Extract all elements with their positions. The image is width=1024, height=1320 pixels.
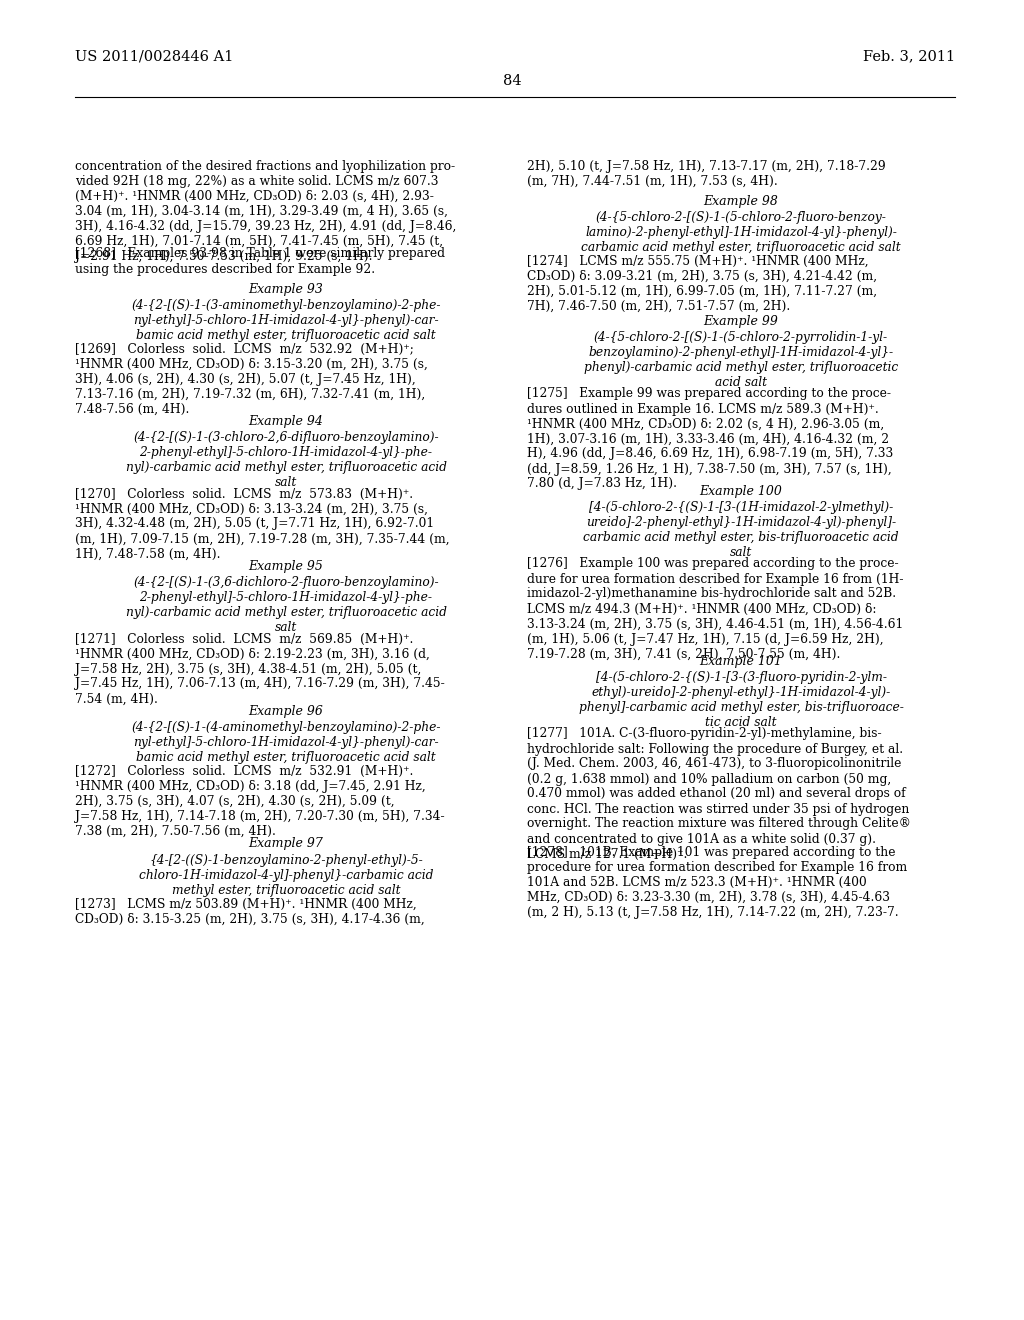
Text: (4-{2-[(S)-1-(3,6-dichloro-2-fluoro-benzoylamino)-
2-phenyl-ethyl]-5-chloro-1H-i: (4-{2-[(S)-1-(3,6-dichloro-2-fluoro-benz… [126, 577, 446, 634]
Text: [1275]   Example 99 was prepared according to the proce-
dures outlined in Examp: [1275] Example 99 was prepared according… [527, 388, 893, 491]
Text: Example 99: Example 99 [703, 315, 778, 327]
Text: (4-{2-[(S)-1-(3-aminomethyl-benzoylamino)-2-phe-
nyl-ethyl]-5-chloro-1H-imidazol: (4-{2-[(S)-1-(3-aminomethyl-benzoylamino… [131, 298, 440, 342]
Text: Example 101: Example 101 [699, 655, 782, 668]
Text: US 2011/0028446 A1: US 2011/0028446 A1 [75, 49, 233, 63]
Text: Example 95: Example 95 [249, 560, 324, 573]
Text: [1271]   Colorless  solid.  LCMS  m/z  569.85  (M+H)⁺.
¹HNMR (400 MHz, CD₃OD) δ:: [1271] Colorless solid. LCMS m/z 569.85 … [75, 632, 444, 705]
Text: [4-(5-chloro-2-{(S)-1-[3-(3-fluoro-pyridin-2-ylm-
ethyl)-ureido]-2-phenyl-ethyl}: [4-(5-chloro-2-{(S)-1-[3-(3-fluoro-pyrid… [579, 672, 903, 729]
Text: [1268]   Examples 93-98 in Table 1 were similarly prepared
using the procedures : [1268] Examples 93-98 in Table 1 were si… [75, 248, 445, 276]
Text: [1274]   LCMS m/z 555.75 (M+H)⁺. ¹HNMR (400 MHz,
CD₃OD) δ: 3.09-3.21 (m, 2H), 3.: [1274] LCMS m/z 555.75 (M+H)⁺. ¹HNMR (40… [527, 255, 878, 313]
Text: [1278]   101B. Example 101 was prepared according to the
procedure for urea form: [1278] 101B. Example 101 was prepared ac… [527, 846, 907, 919]
Text: Example 93: Example 93 [249, 282, 324, 296]
Text: (4-{5-chloro-2-[(S)-1-(5-chloro-2-pyrrolidin-1-yl-
benzoylamino)-2-phenyl-ethyl]: (4-{5-chloro-2-[(S)-1-(5-chloro-2-pyrrol… [584, 331, 898, 389]
Text: [1273]   LCMS m/z 503.89 (M+H)⁺. ¹HNMR (400 MHz,
CD₃OD) δ: 3.15-3.25 (m, 2H), 3.: [1273] LCMS m/z 503.89 (M+H)⁺. ¹HNMR (40… [75, 898, 425, 925]
Text: 84: 84 [503, 74, 521, 88]
Text: (4-{2-[(S)-1-(4-aminomethyl-benzoylamino)-2-phe-
nyl-ethyl]-5-chloro-1H-imidazol: (4-{2-[(S)-1-(4-aminomethyl-benzoylamino… [131, 721, 440, 764]
Text: Example 96: Example 96 [249, 705, 324, 718]
Text: [1270]   Colorless  solid.  LCMS  m/z  573.83  (M+H)⁺.
¹HNMR (400 MHz, CD₃OD) δ:: [1270] Colorless solid. LCMS m/z 573.83 … [75, 487, 450, 561]
Text: [4-(5-chloro-2-{(S)-1-[3-(1H-imidazol-2-ylmethyl)-
ureido]-2-phenyl-ethyl}-1H-im: [4-(5-chloro-2-{(S)-1-[3-(1H-imidazol-2-… [584, 502, 899, 560]
Text: (4-{5-chloro-2-[(S)-1-(5-chloro-2-fluoro-benzoy-
lamino)-2-phenyl-ethyl]-1H-imid: (4-{5-chloro-2-[(S)-1-(5-chloro-2-fluoro… [582, 211, 901, 255]
Text: Feb. 3, 2011: Feb. 3, 2011 [863, 49, 955, 63]
Text: [1276]   Example 100 was prepared according to the proce-
dure for urea formatio: [1276] Example 100 was prepared accordin… [527, 557, 903, 660]
Text: [1277]   101A. C-(3-fluoro-pyridin-2-yl)-methylamine, bis-
hydrochloride salt: F: [1277] 101A. C-(3-fluoro-pyridin-2-yl)-m… [527, 727, 911, 861]
Text: Example 97: Example 97 [249, 837, 324, 850]
Text: {4-[2-((S)-1-benzoylamino-2-phenyl-ethyl)-5-
chloro-1H-imidazol-4-yl]-phenyl}-ca: {4-[2-((S)-1-benzoylamino-2-phenyl-ethyl… [138, 854, 433, 896]
Text: Example 100: Example 100 [699, 484, 782, 498]
Text: [1269]   Colorless  solid.  LCMS  m/z  532.92  (M+H)⁺;
¹HNMR (400 MHz, CD₃OD) δ:: [1269] Colorless solid. LCMS m/z 532.92 … [75, 342, 428, 416]
Text: (4-{2-[(S)-1-(3-chloro-2,6-difluoro-benzoylamino)-
2-phenyl-ethyl]-5-chloro-1H-i: (4-{2-[(S)-1-(3-chloro-2,6-difluoro-benz… [126, 432, 446, 490]
Text: Example 94: Example 94 [249, 414, 324, 428]
Text: 2H), 5.10 (t, J=7.58 Hz, 1H), 7.13-7.17 (m, 2H), 7.18-7.29
(m, 7H), 7.44-7.51 (m: 2H), 5.10 (t, J=7.58 Hz, 1H), 7.13-7.17 … [527, 160, 886, 187]
Text: concentration of the desired fractions and lyophilization pro-
vided 92H (18 mg,: concentration of the desired fractions a… [75, 160, 457, 263]
Text: [1272]   Colorless  solid.  LCMS  m/z  532.91  (M+H)⁺.
¹HNMR (400 MHz, CD₃OD) δ:: [1272] Colorless solid. LCMS m/z 532.91 … [75, 766, 444, 838]
Text: Example 98: Example 98 [703, 195, 778, 209]
